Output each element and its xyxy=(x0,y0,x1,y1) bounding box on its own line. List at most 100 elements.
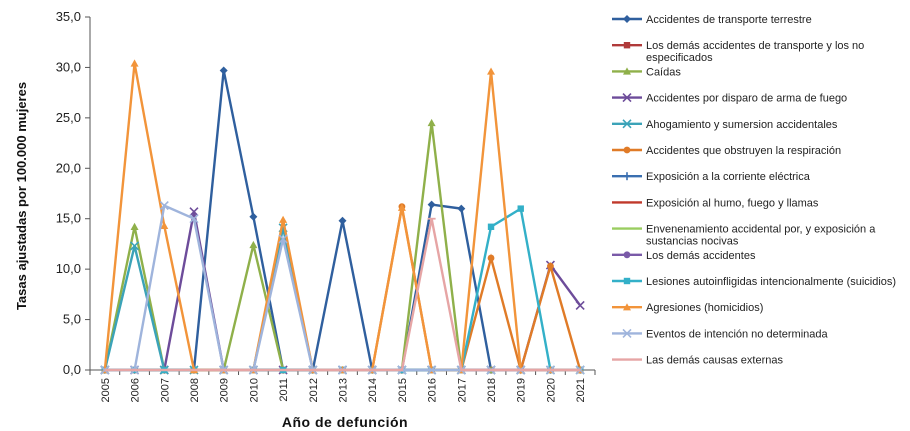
y-tick-label: 30,0 xyxy=(56,59,81,74)
legend-marker xyxy=(623,146,631,154)
legend-marker xyxy=(623,172,631,181)
legend-item: Caídas xyxy=(612,66,681,78)
x-tick-label: 2019 xyxy=(516,378,528,402)
legend-label-line: Ahogamiento y sumersion accidentales xyxy=(646,119,838,131)
legend-marker xyxy=(623,277,631,285)
x-tick-label: 2016 xyxy=(427,378,439,402)
legend-label: Caídas xyxy=(646,66,681,78)
legend-item: Envenenamiento accidental por, y exposic… xyxy=(612,224,876,248)
data-point xyxy=(487,223,495,230)
legend-label: Agresiones (homicidios) xyxy=(646,302,763,314)
legend-marker xyxy=(623,303,631,311)
marker-stroke xyxy=(622,119,632,129)
legend-label-line: Los demás accidentes de transporte y los… xyxy=(646,40,864,52)
data-point xyxy=(249,240,258,249)
legend-label-line: Accidentes que obstruyen la respiración xyxy=(646,145,841,157)
y-tick-label: 15,0 xyxy=(56,211,81,226)
x-tick-label: 2010 xyxy=(248,378,260,402)
series-6 xyxy=(101,203,584,375)
y-tick-label: 20,0 xyxy=(56,160,81,175)
legend-item: Los demás accidentes xyxy=(612,250,756,262)
marker-stroke xyxy=(189,214,199,224)
series-line xyxy=(104,218,581,372)
data-point xyxy=(487,254,495,262)
legend-item: Exposición al humo, fuego y llamas xyxy=(612,197,819,209)
legend-marker xyxy=(622,119,632,129)
data-point xyxy=(427,200,436,209)
x-tick-label: 2009 xyxy=(219,378,231,402)
legend-item: Exposición a la corriente eléctrica xyxy=(612,171,811,183)
series-14 xyxy=(104,217,581,372)
legend-item: Ahogamiento y sumersion accidentales xyxy=(612,119,838,131)
marker-stroke xyxy=(575,300,585,311)
marker-stroke xyxy=(622,328,632,338)
legend-label-line: Caídas xyxy=(646,66,681,78)
series-5 xyxy=(100,223,585,375)
y-tick-label: 25,0 xyxy=(56,110,81,125)
legend-label: Envenenamiento accidental por, y exposic… xyxy=(646,224,876,248)
legend-item: Lesiones autoinfligidas intencionalmente… xyxy=(612,276,896,288)
data-point xyxy=(575,300,585,311)
x-tick-label: 2013 xyxy=(338,378,350,402)
legend-item: Los demás accidentes de transporte y los… xyxy=(612,40,864,64)
legend-item: Las demás causas externas xyxy=(612,355,783,367)
data-point xyxy=(129,241,140,251)
legend-label-line: Exposición al humo, fuego y llamas xyxy=(646,197,819,209)
x-axis-label: Año de defunción xyxy=(282,414,408,430)
x-tick-label: 2018 xyxy=(486,378,498,402)
plot-area: 0,0 5,0 10,0 15,0 20,0 25,0 30,0 35,0 2005 2006 20… xyxy=(56,9,596,402)
legend-label-line: Envenenamiento accidental por, y exposic… xyxy=(646,224,876,236)
legend-label: Eventos de intención no determinada xyxy=(646,328,829,340)
data-point xyxy=(130,222,139,230)
y-tick-label: 5,0 xyxy=(63,312,81,327)
legend-marker xyxy=(623,67,631,75)
x-tick-label: 2015 xyxy=(397,378,409,402)
data-point xyxy=(427,118,436,127)
legend-item: Accidentes de transporte terrestre xyxy=(612,14,812,26)
data-point xyxy=(189,214,199,224)
series-line xyxy=(104,211,582,372)
legend-label: Lesiones autoinfligidas intencionalmente… xyxy=(646,276,896,288)
legend-label: Exposición a la corriente eléctrica xyxy=(646,171,811,183)
legend-marker xyxy=(622,328,632,338)
data-point xyxy=(279,215,288,223)
x-tick-label: 2011 xyxy=(278,378,290,402)
legend-marker xyxy=(622,93,632,103)
x-tick-label: 2017 xyxy=(456,378,468,402)
legend-label-line: Agresiones (homicidios) xyxy=(646,302,763,314)
legend-marker xyxy=(623,251,631,259)
y-axis-label: Tasas ajustadas por 100.000 mujeres xyxy=(14,82,29,310)
y-tick-label: 10,0 xyxy=(56,261,81,276)
legend-label: Accidentes que obstruyen la respiración xyxy=(646,145,841,157)
legend-label-line: especificados xyxy=(646,52,713,64)
y-tick-label: 0,0 xyxy=(63,362,81,377)
data-point xyxy=(487,67,496,75)
legend-item: Eventos de intención no determinada xyxy=(612,328,829,340)
marker-stroke xyxy=(278,234,288,244)
data-point xyxy=(159,201,169,211)
marker-stroke xyxy=(129,241,140,251)
marker-stroke xyxy=(622,93,632,103)
legend: Accidentes de transporte terrestre Los de… xyxy=(612,14,896,367)
data-point xyxy=(397,203,406,211)
legend-marker xyxy=(623,42,631,49)
series-11 xyxy=(101,205,584,374)
legend-label-line: Eventos de intención no determinada xyxy=(646,328,829,340)
legend-label: Accidentes de transporte terrestre xyxy=(646,14,812,26)
legend-label-line: Accidentes por disparo de arma de fuego xyxy=(646,93,847,105)
marker-stroke xyxy=(427,365,437,375)
legend-label-line: Exposición a la corriente eléctrica xyxy=(646,171,811,183)
data-point xyxy=(249,212,258,221)
legend-label: Accidentes por disparo de arma de fuego xyxy=(646,93,847,105)
legend-label-line: Lesiones autoinfligidas intencionalmente… xyxy=(646,276,896,288)
legend-label-line: Accidentes de transporte terrestre xyxy=(646,14,812,26)
data-point xyxy=(547,262,554,270)
legend-label: Ahogamiento y sumersion accidentales xyxy=(646,119,838,131)
data-point xyxy=(517,205,524,212)
data-point xyxy=(278,234,288,244)
marker-stroke xyxy=(189,207,199,217)
data-point xyxy=(160,221,169,229)
marker-stroke xyxy=(159,201,169,211)
legend-item: Agresiones (homicidios) xyxy=(612,302,763,314)
